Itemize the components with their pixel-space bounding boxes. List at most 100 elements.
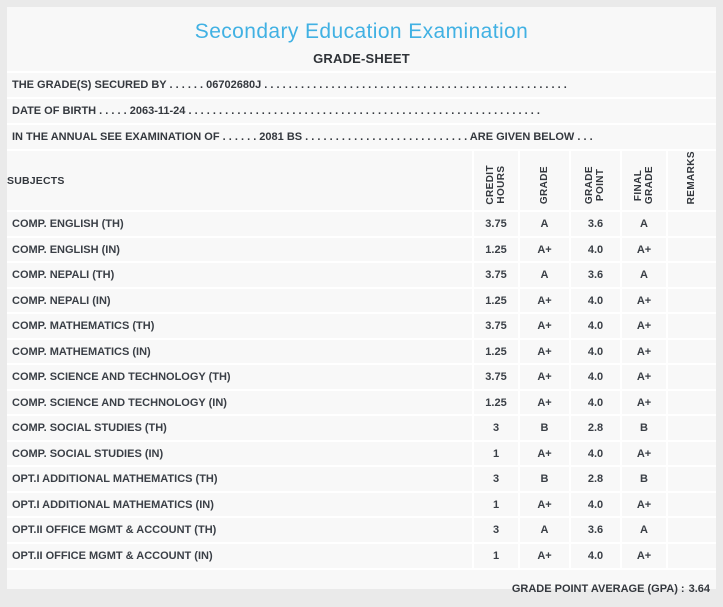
table-row: OPT.II OFFICE MGMT & ACCOUNT (IN) 1 A+ 4… [7,541,716,569]
grades-table-header: SUBJECTS CREDIT HOURS GRADE GRADE POINT … [7,148,716,212]
remarks-cell [666,388,716,416]
title-block: Secondary Education Examination GRADE-SH… [7,7,716,71]
grade-sheet-card: Secondary Education Examination GRADE-SH… [7,7,716,595]
credit-hours-cell: 1 [472,439,519,467]
grade-cell: B [518,414,570,441]
remarks-cell [666,541,716,569]
grade-cell: A [518,516,570,543]
subject-cell: COMP. SOCIAL STUDIES (IN) [7,439,473,467]
credit-hours-cell: 1.25 [472,286,519,314]
credit-hours-cell: 3.75 [472,261,519,288]
final-grade-cell: A [620,210,667,237]
final-grade-cell: B [620,414,667,441]
credit-hours-cell: 3 [472,465,519,492]
grade-point-cell: 4.0 [569,363,621,390]
grade-point-cell: 4.0 [569,439,621,467]
credit-hours-cell: 3 [472,516,519,543]
remarks-cell [666,465,716,492]
grade-point-cell: 4.0 [569,235,621,263]
credit-hours-cell: 1 [472,541,519,569]
grade-point-cell: 4.0 [569,490,621,518]
table-row: COMP. MATHEMATICS (IN) 1.25 A+ 4.0 A+ [7,337,716,365]
remarks-cell [666,312,716,339]
subject-cell: OPT.I ADDITIONAL MATHEMATICS (TH) [7,465,473,492]
final-grade-label: FINAL GRADE [632,166,655,205]
subject-cell: COMP. ENGLISH (IN) [7,235,473,263]
final-grade-cell: A+ [620,363,667,390]
column-header-subjects: SUBJECTS [7,148,473,212]
grade-point-cell: 4.0 [569,388,621,416]
credit-hours-cell: 3.75 [472,210,519,237]
credit-hours-cell: 3.75 [472,312,519,339]
final-grade-cell: A+ [620,388,667,416]
subject-cell: COMP. MATHEMATICS (IN) [7,337,473,365]
table-row: COMP. SCIENCE AND TECHNOLOGY (TH) 3.75 A… [7,363,716,390]
remarks-cell [666,210,716,237]
subject-cell: COMP. SOCIAL STUDIES (TH) [7,414,473,441]
grade-point-cell: 2.8 [569,414,621,441]
table-row: COMP. SOCIAL STUDIES (IN) 1 A+ 4.0 A+ [7,439,716,467]
final-grade-cell: A+ [620,286,667,314]
grade-point-cell: 3.6 [569,516,621,543]
page-title: Secondary Education Examination [194,20,529,43]
grade-point-cell: 3.6 [569,210,621,237]
remarks-cell [666,414,716,441]
grade-cell: A+ [518,439,570,467]
info-line-date-of-birth: DATE OF BIRTH . . . . . 2063-11-24 . . .… [7,97,716,123]
column-header-remarks: REMARKS [666,148,716,212]
final-grade-cell: A+ [620,490,667,518]
grade-point-label: GRADE POINT [584,166,607,205]
final-grade-cell: A+ [620,337,667,365]
remarks-cell [666,286,716,314]
grade-point-cell: 2.8 [569,465,621,492]
subject-cell: OPT.I ADDITIONAL MATHEMATICS (IN) [7,490,473,518]
subject-cell: COMP. SCIENCE AND TECHNOLOGY (TH) [7,363,473,390]
credit-hours-cell: 1 [472,490,519,518]
grade-cell: A+ [518,235,570,263]
table-row: COMP. ENGLISH (IN) 1.25 A+ 4.0 A+ [7,235,716,263]
grade-sheet-subtitle: GRADE-SHEET [313,51,410,66]
grade-point-cell: 4.0 [569,541,621,569]
grade-cell: A+ [518,312,570,339]
grade-cell: A+ [518,286,570,314]
table-row: COMP. ENGLISH (TH) 3.75 A 3.6 A [7,210,716,237]
subject-cell: COMP. SCIENCE AND TECHNOLOGY (IN) [7,388,473,416]
table-row: OPT.I ADDITIONAL MATHEMATICS (TH) 3 B 2.… [7,465,716,492]
credit-hours-cell: 3 [472,414,519,441]
grade-cell: A+ [518,363,570,390]
grade-cell: A+ [518,490,570,518]
grade-point-cell: 3.6 [569,261,621,288]
subject-cell: COMP. ENGLISH (TH) [7,210,473,237]
subject-cell: COMP. NEPALI (IN) [7,286,473,314]
credit-hours-label: CREDIT HOURS [484,164,507,205]
remarks-cell [666,337,716,365]
final-grade-cell: A+ [620,235,667,263]
grade-cell: A+ [518,337,570,365]
grades-table: SUBJECTS CREDIT HOURS GRADE GRADE POINT … [7,148,716,569]
grade-point-cell: 4.0 [569,337,621,365]
credit-hours-cell: 3.75 [472,363,519,390]
credit-hours-cell: 1.25 [472,337,519,365]
grade-label: GRADE [538,166,550,205]
remarks-cell [666,516,716,543]
column-header-grade-point: GRADE POINT [569,148,621,212]
column-header-grade: GRADE [518,148,570,212]
grade-cell: B [518,465,570,492]
grade-point-cell: 4.0 [569,286,621,314]
credit-hours-cell: 1.25 [472,388,519,416]
grade-cell: A [518,210,570,237]
gpa-footer: GRADE POINT AVERAGE (GPA) : 3.64 [7,568,716,607]
subject-cell: OPT.II OFFICE MGMT & ACCOUNT (TH) [7,516,473,543]
final-grade-cell: A [620,261,667,288]
table-row: OPT.II OFFICE MGMT & ACCOUNT (TH) 3 A 3.… [7,516,716,543]
grade-cell: A+ [518,541,570,569]
credit-hours-cell: 1.25 [472,235,519,263]
subject-cell: COMP. NEPALI (TH) [7,261,473,288]
info-line-secured-by: THE GRADE(S) SECURED BY . . . . . . 0670… [7,71,716,97]
table-row: COMP. NEPALI (TH) 3.75 A 3.6 A [7,261,716,288]
final-grade-cell: B [620,465,667,492]
column-header-credit-hours: CREDIT HOURS [472,148,519,212]
table-row: COMP. NEPALI (IN) 1.25 A+ 4.0 A+ [7,286,716,314]
remarks-cell [666,439,716,467]
final-grade-cell: A+ [620,312,667,339]
